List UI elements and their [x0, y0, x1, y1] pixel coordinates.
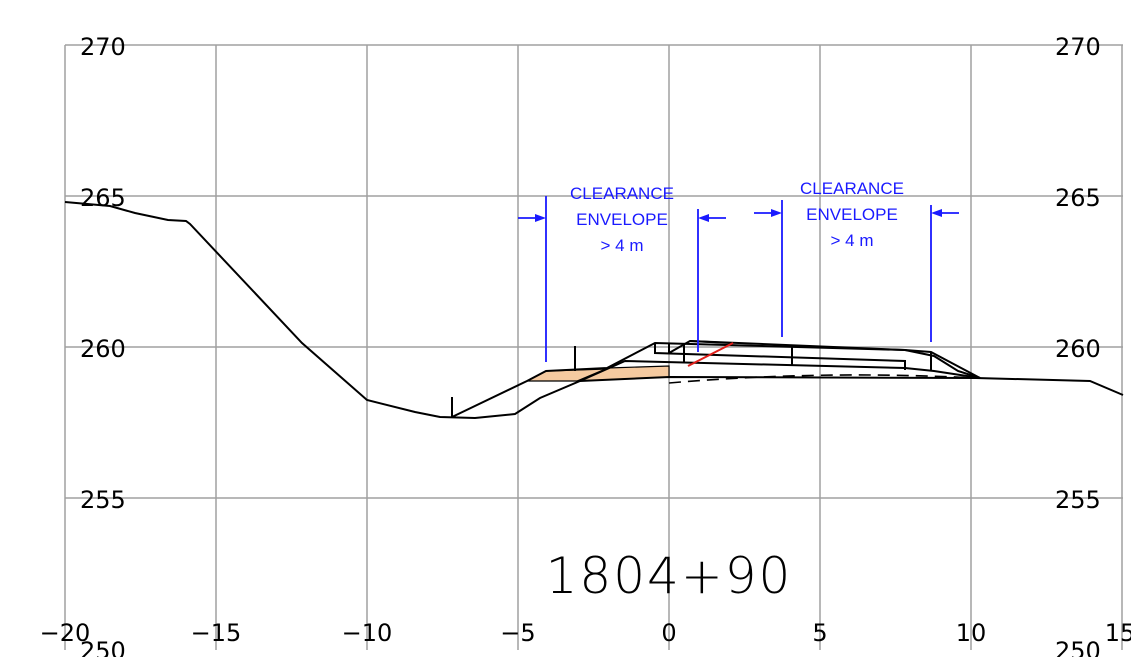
- existing-ground-line: [64, 201, 1124, 420]
- clearance-note-right: CLEARANCE ENVELOPE > 4 m: [800, 179, 904, 250]
- y-tick-label: 250: [1055, 637, 1101, 657]
- y-tick-label: 255: [80, 486, 126, 514]
- y-tick-label: 255: [1055, 486, 1101, 514]
- clearance-envelope-left: [518, 196, 726, 362]
- y-tick-label: 260: [80, 335, 126, 363]
- clearance-text: > 4 m: [601, 236, 644, 255]
- embankment-lines: [451, 339, 981, 418]
- clearance-text: > 4 m: [831, 231, 874, 250]
- x-tick-label: −5: [500, 619, 535, 647]
- x-tick-label: −10: [342, 619, 393, 647]
- clearance-text: ENVELOPE: [806, 205, 898, 224]
- y-tick-label: 270: [80, 33, 126, 61]
- red-marker-line: [687, 342, 734, 367]
- y-tick-label: 260: [1055, 335, 1101, 363]
- clearance-text: ENVELOPE: [576, 210, 668, 229]
- station-label: 1804+90: [546, 547, 793, 605]
- x-tick-label: 0: [661, 619, 676, 647]
- y-tick-label: 250: [80, 637, 126, 657]
- clearance-text: CLEARANCE: [800, 179, 904, 198]
- y-tick-label: 270: [1055, 33, 1101, 61]
- y-axis-left-labels: 270 265 260 255 250: [80, 33, 126, 657]
- x-tick-label: −20: [40, 619, 91, 647]
- y-axis-right-labels: 270 265 260 255 250: [1055, 33, 1101, 657]
- x-tick-label: −15: [191, 619, 242, 647]
- x-tick-label: 5: [812, 619, 827, 647]
- x-tick-label: 15: [1105, 619, 1131, 647]
- x-axis-labels: −20 −15 −10 −5 0 5 10 15: [40, 619, 1131, 647]
- subgrade-dashed-line: [668, 374, 977, 384]
- grid: [64, 44, 1123, 650]
- y-tick-label: 265: [1055, 184, 1101, 212]
- clearance-note-left: CLEARANCE ENVELOPE > 4 m: [570, 184, 674, 255]
- x-tick-label: 10: [956, 619, 987, 647]
- clearance-envelope-right: [754, 200, 959, 342]
- clearance-text: CLEARANCE: [570, 184, 674, 203]
